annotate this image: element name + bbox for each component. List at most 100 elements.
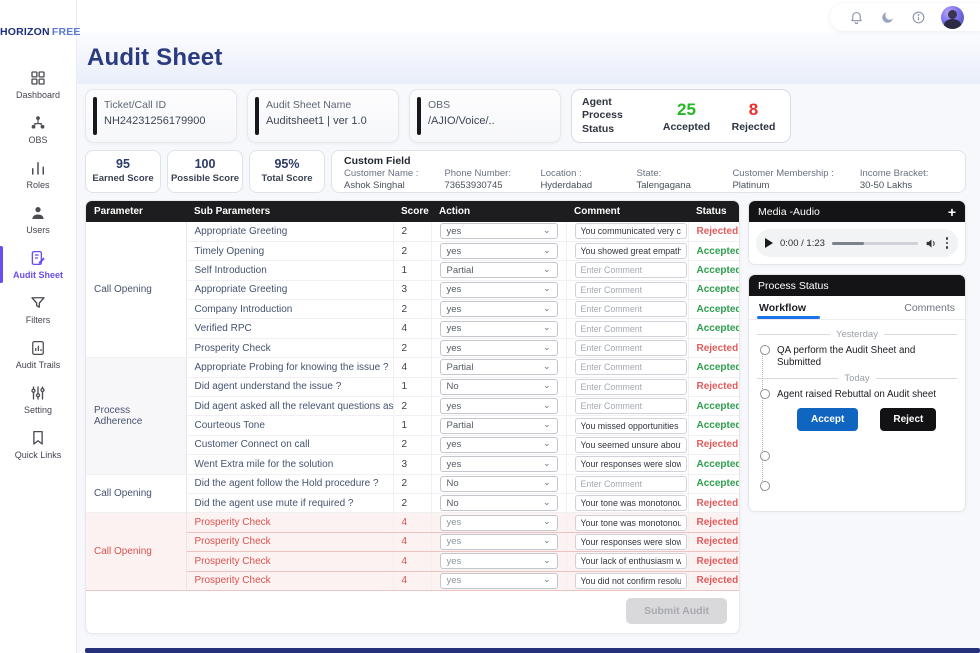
action-dropdown[interactable]: No ⌄ [439, 378, 558, 395]
comment-input[interactable] [574, 262, 687, 279]
status-cell: Rejected [688, 551, 739, 572]
custom-field-title: Custom Field [344, 155, 411, 167]
comment-cell [566, 532, 689, 553]
comment-input[interactable] [574, 340, 687, 357]
chevron-down-icon: ⌄ [542, 244, 551, 255]
comment-input[interactable] [574, 417, 687, 434]
action-dropdown[interactable]: yes ⌄ [439, 514, 558, 531]
tab-comments[interactable]: Comments [904, 301, 955, 314]
comment-input[interactable] [574, 320, 687, 337]
custom-field-label: Phone Number: [444, 168, 511, 179]
comment-input[interactable] [574, 243, 687, 260]
sidebar-item-users[interactable]: Users [0, 197, 76, 242]
action-dropdown[interactable]: yes ⌄ [439, 223, 558, 240]
info-card-obs: OBS/AJIO/Voice/.. [409, 89, 561, 143]
add-media-button[interactable]: + [947, 203, 956, 220]
process-status-header: Process Status [749, 275, 965, 296]
score-cell: 2 [393, 435, 432, 456]
action-dropdown[interactable]: yes ⌄ [439, 340, 558, 357]
parameter-cell: Call Opening [86, 222, 187, 359]
rejected-count-col: 8 Rejected [727, 100, 780, 133]
comment-input[interactable] [574, 378, 687, 395]
comment-input[interactable] [574, 533, 687, 550]
info-icon[interactable] [910, 9, 926, 25]
comment-cell [566, 474, 689, 494]
comment-input[interactable] [574, 359, 687, 376]
status-cell: Rejected [688, 532, 739, 553]
status-cell: Rejected [688, 377, 739, 398]
comment-input[interactable] [574, 456, 687, 473]
play-icon[interactable] [765, 238, 773, 248]
action-dropdown[interactable]: yes ⌄ [439, 301, 558, 318]
audio-seek-bar[interactable] [831, 241, 918, 245]
sidebar-item-filters[interactable]: Filters [0, 287, 76, 332]
status-cell: Accepted [688, 454, 739, 475]
sub-parameter-cell: Appropriate Greeting [186, 222, 394, 242]
horizontal-scrollbar[interactable] [85, 648, 980, 653]
score-cell: 1 [393, 415, 432, 436]
status-cell: Accepted [688, 299, 739, 320]
user-avatar[interactable] [941, 5, 964, 29]
sidebar-item-audit-sheet[interactable]: Audit Sheet [0, 242, 76, 287]
action-dropdown[interactable]: yes ⌄ [439, 553, 558, 570]
custom-field-card: Custom Field Customer Name : Ashok Singha… [331, 150, 966, 193]
comment-input[interactable] [574, 301, 687, 318]
comment-input[interactable] [574, 398, 687, 415]
comment-input[interactable] [574, 553, 687, 570]
sidebar-item-obs[interactable]: OBS [0, 107, 76, 152]
chevron-down-icon: ⌄ [542, 574, 551, 585]
submit-audit-button[interactable]: Submit Audit [626, 597, 727, 624]
action-dropdown[interactable]: yes ⌄ [439, 243, 558, 260]
status-cell: Rejected [688, 512, 739, 533]
sidebar-item-roles[interactable]: Roles [0, 152, 76, 197]
comment-input[interactable] [574, 223, 687, 240]
action-dropdown[interactable]: yes ⌄ [439, 398, 558, 415]
comment-input[interactable] [574, 572, 687, 589]
action-cell: yes ⌄ [431, 280, 567, 301]
score-card-total-score: 95% Total Score [249, 150, 325, 193]
score-cell: 4 [393, 571, 432, 591]
comment-input[interactable] [574, 436, 687, 453]
action-dropdown[interactable]: yes ⌄ [439, 456, 558, 473]
action-dropdown[interactable]: yes ⌄ [439, 572, 558, 589]
comment-input[interactable] [574, 281, 687, 298]
submit-row: Submit Audit [86, 591, 739, 633]
action-dropdown[interactable]: No ⌄ [439, 495, 558, 512]
divider-label: Today [844, 373, 870, 385]
action-dropdown[interactable]: No ⌄ [439, 475, 558, 492]
sidebar-item-setting[interactable]: Setting [0, 377, 76, 422]
action-dropdown-value: yes [446, 439, 462, 451]
comment-input[interactable] [574, 514, 687, 531]
chevron-down-icon: ⌄ [542, 477, 551, 488]
audio-menu-icon[interactable] [945, 237, 950, 249]
sidebar-item-dashboard[interactable]: Dashboard [0, 62, 76, 107]
process-status-title: Process Status [758, 279, 829, 292]
chevron-down-icon: ⌄ [542, 457, 551, 468]
action-dropdown[interactable]: yes ⌄ [439, 320, 558, 337]
table-row: Process Adherence Appropriate Probing for… [86, 357, 739, 475]
sidebar-item-audit-trails[interactable]: Audit Trails [0, 332, 76, 377]
action-dropdown[interactable]: yes ⌄ [439, 436, 558, 453]
sidebar-item-quick-links[interactable]: Quick Links [0, 422, 76, 467]
tab-workflow[interactable]: Workflow [756, 296, 821, 319]
custom-field-label: Customer Name : [344, 168, 419, 179]
action-dropdown[interactable]: Partial ⌄ [439, 417, 558, 434]
comment-input[interactable] [574, 495, 687, 512]
status-cell: Accepted [688, 260, 739, 281]
action-dropdown[interactable]: Partial ⌄ [439, 262, 558, 279]
volume-icon[interactable] [925, 237, 938, 250]
timeline-item-text: QA perform the Audit Sheet and Submitted [777, 345, 916, 369]
action-dropdown[interactable]: yes ⌄ [439, 533, 558, 550]
action-dropdown[interactable]: Partial ⌄ [439, 359, 558, 376]
reject-button[interactable]: Reject [880, 407, 937, 431]
action-dropdown[interactable]: yes ⌄ [439, 281, 558, 298]
media-audio-title: Media -Audio [758, 205, 820, 218]
audio-time: 0:00 / 1:23 [780, 237, 825, 249]
dark-mode-moon-icon[interactable] [879, 9, 895, 25]
accept-button[interactable]: Accept [797, 407, 859, 431]
score-cell: 2 [393, 474, 432, 494]
bell-icon[interactable] [848, 9, 864, 25]
comment-input[interactable] [574, 475, 687, 492]
